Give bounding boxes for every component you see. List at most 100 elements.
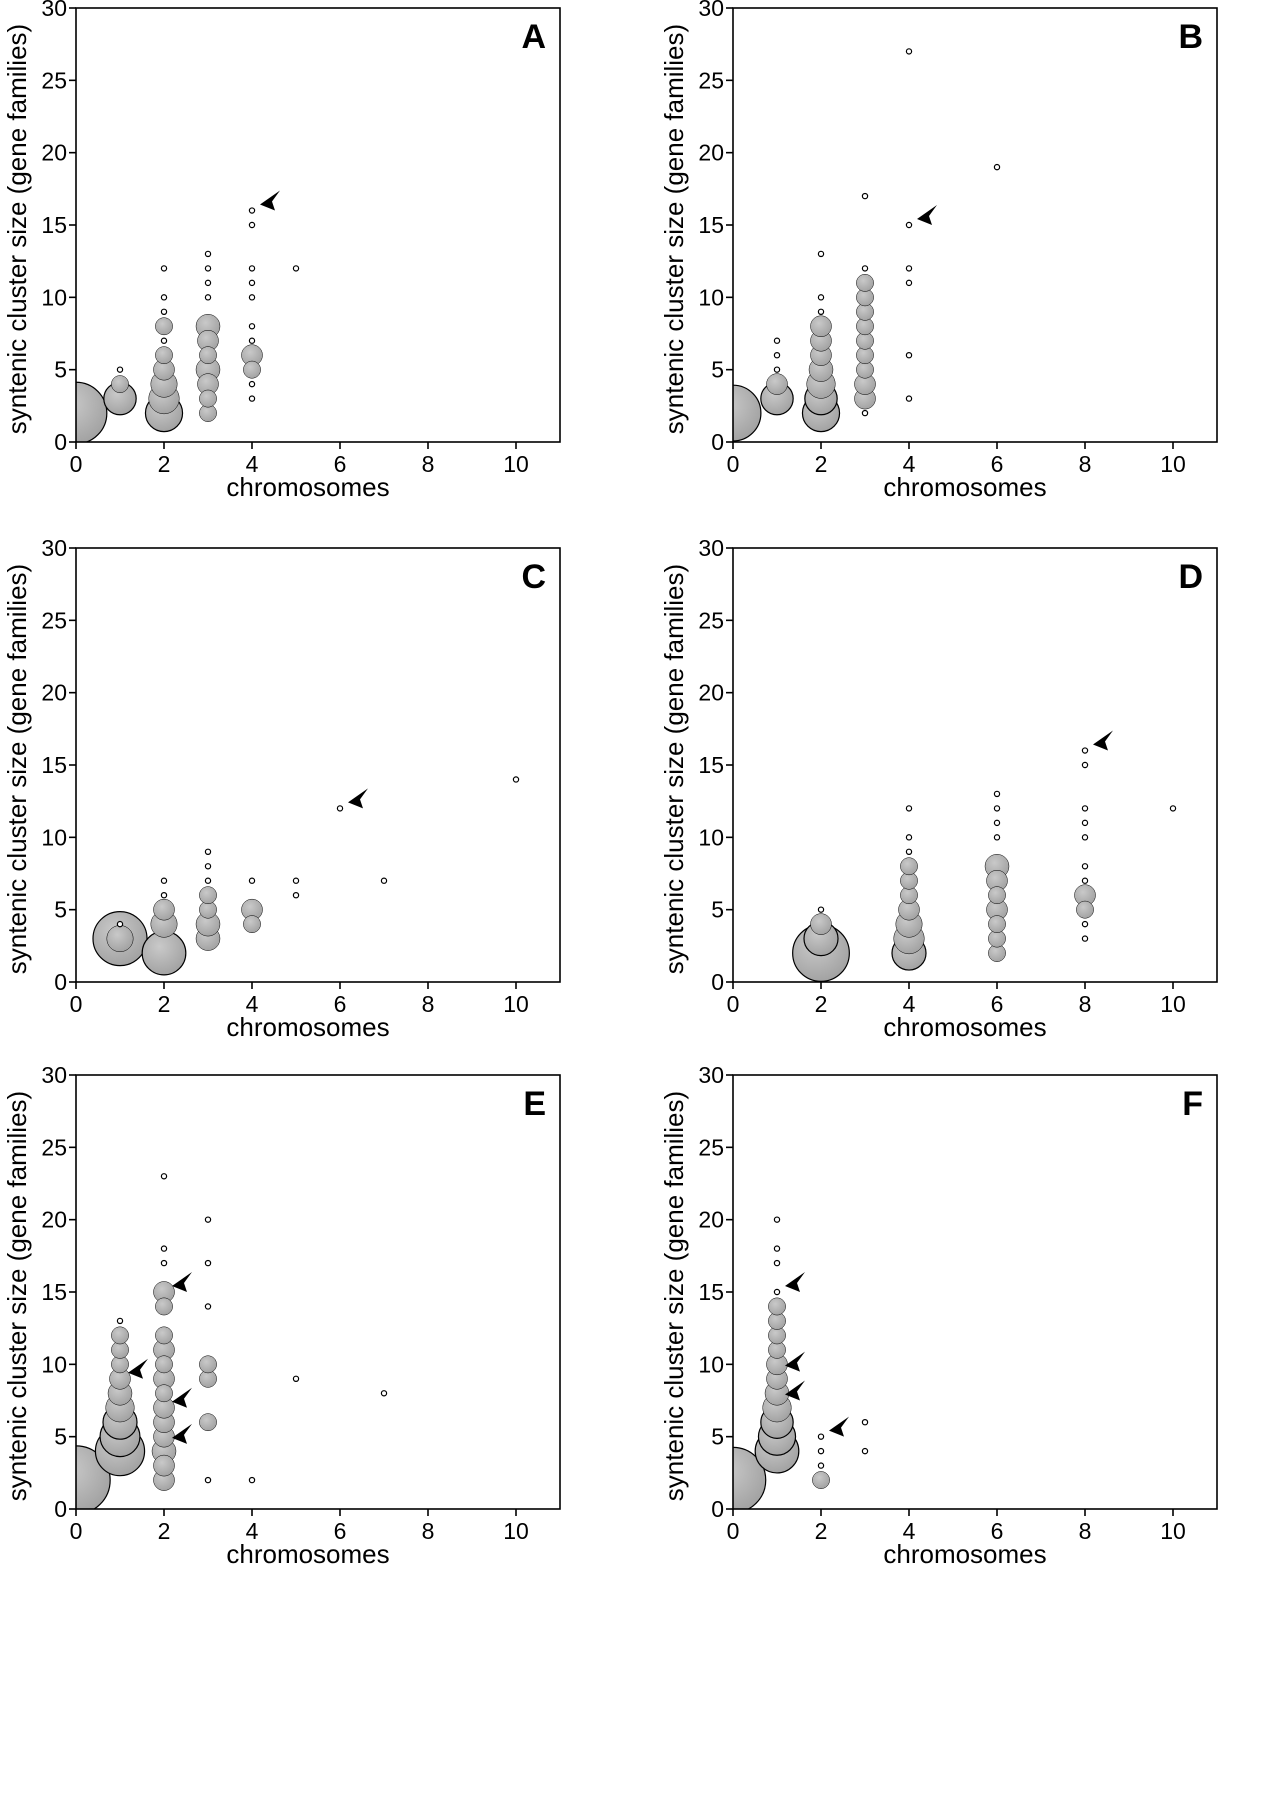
- y-axis-label: syntenic cluster size (gene families): [2, 24, 32, 434]
- bubble-point: [243, 915, 261, 933]
- plot-frame: [75, 7, 561, 443]
- single-point: [1081, 805, 1089, 812]
- y-tick-label: 30: [698, 0, 724, 21]
- x-tick-label: 0: [727, 451, 740, 477]
- x-tick-label: 6: [991, 451, 1004, 477]
- arrowhead-marker: [829, 1416, 849, 1437]
- single-point: [512, 776, 520, 783]
- single-point: [861, 1418, 869, 1426]
- y-tick-label: 15: [41, 212, 67, 238]
- x-tick-label: 8: [422, 991, 435, 1017]
- y-tick-label: 25: [698, 607, 724, 633]
- bubble-point: [856, 274, 874, 292]
- arrowhead-marker: [128, 1358, 148, 1379]
- y-tick-label: 5: [711, 1424, 724, 1450]
- single-point: [1081, 834, 1089, 841]
- single-point: [204, 1259, 212, 1267]
- panel-d: 0 5 10 15 20 25 30 0 2 4 6 8 10 chromosomes syntenic c…: [659, 535, 1218, 1042]
- single-point: [773, 1259, 781, 1267]
- single-point: [204, 863, 212, 870]
- x-tick-label: 8: [422, 1518, 435, 1544]
- bubble-point: [106, 925, 134, 953]
- x-axis-label: chromosomes: [883, 1539, 1046, 1569]
- plot-frame: [75, 1074, 561, 1510]
- single-point: [905, 848, 913, 856]
- x-tick-label: 4: [246, 991, 259, 1017]
- panel-letter: F: [1182, 1085, 1203, 1123]
- bubble-point: [733, 1446, 767, 1509]
- single-point: [905, 265, 913, 272]
- y-tick-label: 5: [711, 897, 724, 923]
- y-tick-label: 5: [54, 357, 67, 383]
- y-tick-label: 20: [698, 1207, 724, 1233]
- single-point: [248, 207, 256, 214]
- single-point: [1081, 819, 1089, 827]
- x-tick-label: 8: [1079, 991, 1092, 1017]
- bubble-point: [810, 913, 832, 935]
- panel-f: 0 5 10 15 20 25 30 0 2 4 6 8 10 chromosomes syntenic c…: [659, 1062, 1218, 1569]
- single-point: [292, 265, 300, 272]
- single-point: [204, 250, 212, 258]
- x-tick-label: 8: [1079, 1518, 1092, 1544]
- arrowhead-marker: [785, 1351, 805, 1372]
- x-tick-label: 6: [334, 991, 347, 1017]
- bubble-point: [199, 1355, 217, 1374]
- x-tick-label: 10: [503, 1518, 529, 1544]
- panel-e: 0 5 10 15 20 25 30 0 2 4 6 8 10 chromosomes syntenic c…: [2, 1062, 561, 1569]
- single-point: [160, 1259, 168, 1267]
- single-point: [160, 294, 168, 301]
- single-point: [160, 877, 168, 884]
- y-tick-label: 20: [41, 140, 67, 166]
- y-axis-label: syntenic cluster size (gene families): [2, 1091, 32, 1501]
- plot-frame: [75, 547, 561, 983]
- single-point: [160, 337, 168, 344]
- single-point: [248, 1476, 256, 1484]
- x-axis-label: chromosomes: [883, 1012, 1046, 1042]
- panel-letter: A: [521, 18, 546, 56]
- y-tick-label: 20: [41, 680, 67, 706]
- arrowhead-marker: [172, 1272, 192, 1292]
- x-tick-label: 2: [815, 451, 828, 477]
- y-tick-label: 25: [41, 1134, 67, 1160]
- arrowhead-marker: [1093, 730, 1113, 751]
- single-point: [817, 1433, 825, 1440]
- y-tick-label: 0: [711, 1496, 724, 1522]
- single-point: [248, 877, 256, 884]
- single-point: [204, 265, 212, 272]
- bubble-point: [76, 381, 108, 442]
- single-point: [380, 1390, 388, 1397]
- single-point: [905, 48, 913, 55]
- y-tick-label: 30: [41, 0, 67, 21]
- bubble-point: [199, 346, 217, 365]
- y-tick-label: 30: [41, 1062, 67, 1088]
- y-tick-label: 5: [54, 897, 67, 923]
- single-point: [861, 409, 869, 417]
- x-tick-label: 10: [1160, 451, 1186, 477]
- bubble-point: [155, 1355, 173, 1374]
- single-point: [817, 906, 825, 913]
- y-axis-label: syntenic cluster size (gene families): [2, 564, 32, 974]
- arrowhead-marker: [172, 1423, 192, 1444]
- single-point: [773, 1245, 781, 1252]
- x-tick-label: 4: [903, 991, 916, 1017]
- y-tick-label: 30: [698, 535, 724, 561]
- single-point: [292, 892, 300, 899]
- single-point: [292, 877, 300, 884]
- data-points: [76, 207, 300, 442]
- x-tick-label: 0: [727, 1518, 740, 1544]
- single-point: [248, 395, 256, 402]
- bubble-point: [199, 1413, 217, 1432]
- single-point: [861, 192, 869, 200]
- single-point: [380, 877, 388, 884]
- x-tick-label: 0: [727, 991, 740, 1017]
- panel-letter: B: [1178, 18, 1203, 56]
- single-point: [204, 1303, 212, 1310]
- single-point: [905, 834, 913, 841]
- single-point: [817, 1462, 825, 1469]
- single-point: [116, 366, 124, 373]
- y-tick-label: 15: [41, 752, 67, 778]
- single-point: [204, 279, 212, 287]
- bubble-point: [155, 1297, 173, 1316]
- bubble-point: [988, 915, 1006, 933]
- single-point: [1169, 805, 1177, 812]
